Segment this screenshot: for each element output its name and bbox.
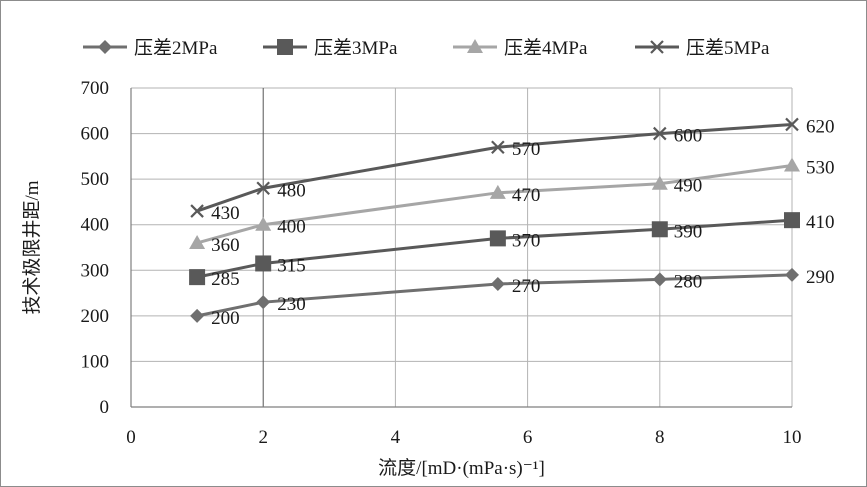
data-label: 285 xyxy=(211,269,240,290)
data-point xyxy=(189,234,206,249)
data-label: 470 xyxy=(512,185,540,206)
data-point xyxy=(785,117,799,132)
data-point xyxy=(256,181,270,196)
x-tick-label: 2 xyxy=(258,427,268,448)
y-tick-label: 400 xyxy=(81,215,110,236)
data-point xyxy=(255,255,272,272)
data-label: 370 xyxy=(512,230,540,251)
data-label: 230 xyxy=(277,294,306,315)
x-tick-label: 0 xyxy=(126,427,136,448)
y-tick-label: 300 xyxy=(81,260,110,281)
data-label: 400 xyxy=(277,217,306,238)
data-label: 360 xyxy=(211,235,240,256)
data-point xyxy=(784,212,800,229)
legend-marker xyxy=(98,40,112,54)
y-axis-title: 技术极限井距/m xyxy=(21,180,43,314)
data-point xyxy=(653,126,667,141)
data-label: 270 xyxy=(512,276,540,297)
data-point xyxy=(489,230,506,247)
x-tick-label: 8 xyxy=(655,427,665,448)
data-label: 570 xyxy=(512,139,540,160)
y-tick-label: 200 xyxy=(81,306,110,327)
data-point xyxy=(784,157,800,172)
legend-marker xyxy=(277,39,293,55)
x-tick-label: 4 xyxy=(391,427,401,448)
data-point xyxy=(490,276,505,291)
legend-marker xyxy=(650,40,664,54)
y-tick-label: 100 xyxy=(81,351,110,372)
legend-marker xyxy=(467,39,483,53)
data-label: 530 xyxy=(806,157,835,178)
x-tick-label: 6 xyxy=(523,427,533,448)
legend-label: 压差4MPa xyxy=(504,37,588,59)
data-label: 290 xyxy=(806,267,835,288)
data-point xyxy=(785,267,799,282)
data-point xyxy=(189,269,206,286)
x-axis-title: 流度/[mD·(mPa·s)⁻¹] xyxy=(378,457,545,479)
x-tick-label: 10 xyxy=(783,427,802,448)
legend-label: 压差2MPa xyxy=(134,37,218,59)
data-label: 390 xyxy=(674,221,703,242)
data-label: 620 xyxy=(806,116,835,137)
data-point xyxy=(652,272,667,287)
y-tick-label: 500 xyxy=(81,169,110,190)
y-tick-label: 600 xyxy=(81,124,110,145)
legend-label: 压差5MPa xyxy=(686,37,770,59)
data-label: 315 xyxy=(277,255,306,276)
data-label: 280 xyxy=(674,271,703,292)
data-label: 480 xyxy=(277,180,306,201)
y-tick-label: 0 xyxy=(100,397,110,418)
data-label: 600 xyxy=(674,126,703,147)
data-point xyxy=(190,308,205,323)
data-label: 430 xyxy=(211,203,240,224)
data-point xyxy=(651,175,668,190)
data-point xyxy=(255,216,272,231)
data-point xyxy=(190,204,204,218)
data-label: 410 xyxy=(806,212,835,233)
data-label: 490 xyxy=(674,176,703,197)
y-tick-label: 700 xyxy=(81,78,110,99)
data-point xyxy=(651,221,668,238)
data-point xyxy=(489,184,506,199)
data-point xyxy=(256,295,271,310)
data-point xyxy=(491,140,505,155)
legend-label: 压差3MPa xyxy=(314,37,398,59)
data-label: 200 xyxy=(211,308,240,329)
